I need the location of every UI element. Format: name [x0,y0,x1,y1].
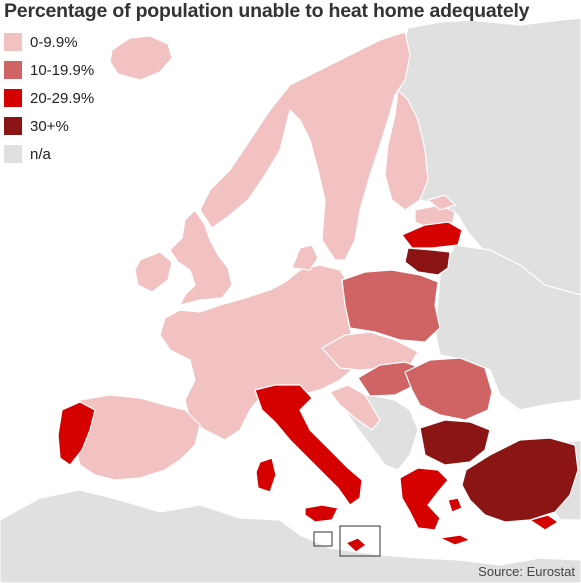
legend-item-2: 20-29.9% [4,84,94,112]
legend-label-2: 20-29.9% [30,89,95,107]
malta-inset [344,537,367,553]
legend-swatch-4 [4,145,22,163]
legend-item-4: n/a [4,140,94,168]
band-20-29-9 [57,221,560,553]
legend-label-1: 10-19.9% [30,61,95,79]
greece [399,467,449,531]
slovenia-croatia [329,384,381,431]
legend-swatch-2 [4,89,22,107]
turkey [461,437,579,523]
ireland [134,251,173,293]
legend-label-4: n/a [30,145,51,163]
legend-label-0: 0-9.9% [30,33,78,51]
romania [404,357,493,421]
czech-slovakia [321,331,419,371]
band-0-9-9 [74,31,457,481]
latvia [401,221,463,249]
norway-sweden [199,31,411,261]
north-africa [0,489,581,583]
iberia [74,394,201,481]
denmark [291,244,319,271]
sicily [304,504,339,523]
greece-islands [437,497,472,546]
map-title: Percentage of population unable to heat … [4,0,530,22]
source-credit: Source: Eurostat [478,564,575,579]
legend-swatch-0 [4,33,22,51]
finland [384,88,429,211]
legend-item-1: 10-19.9% [4,56,94,84]
sardinia [255,457,277,493]
iceland [109,35,173,81]
bulgaria [419,419,491,466]
portugal [57,401,96,466]
malta-locator-box [313,531,333,547]
poland [341,269,441,343]
lat-light-patch [426,194,457,211]
legend-label-3: 30+% [30,117,69,135]
legend-swatch-1 [4,61,22,79]
lithuania [404,247,451,276]
legend: 0-9.9% 10-19.9% 20-29.9% 30+% n/a [4,28,94,168]
band-10-19-9 [341,269,493,421]
uk [169,209,233,306]
italy [254,384,363,506]
france-benelux-germany-austria [159,264,356,441]
legend-swatch-3 [4,117,22,135]
legend-item-3: 30+% [4,112,94,140]
malta-inset-box [339,525,381,557]
legend-item-0: 0-9.9% [4,28,94,56]
band-30-plus [404,247,579,523]
